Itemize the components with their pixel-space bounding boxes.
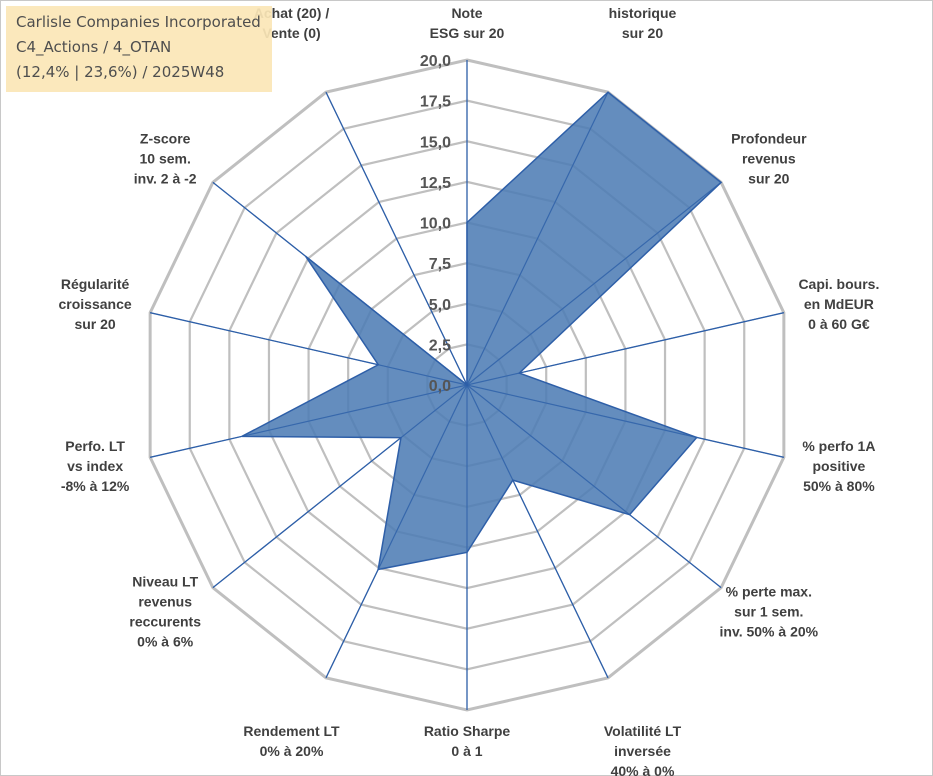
axis-spoke-overlay: [212, 384, 468, 589]
axis-label: % perte max. sur 1 sem. inv. 50% à 20%: [720, 583, 819, 639]
axis-spoke-overlay: [325, 384, 468, 679]
axis-label: Capi. bours. en MdEUR 0 à 60 G€: [798, 276, 879, 332]
axis-label: Perfo. LT vs index -8% à 12%: [61, 438, 130, 494]
tick-label: 12,5: [420, 175, 451, 192]
axis-spoke-overlay: [212, 181, 468, 386]
axis-label: Profondeurhistoriquesur 20: [605, 0, 681, 41]
axis-label: Ratio Sharpe 0 à 1: [424, 723, 511, 759]
axis-label: Note ESG sur 20: [430, 5, 505, 41]
axis-label: MomentumAchat (20) /Vente (0): [254, 0, 330, 41]
axis-spoke-overlay: [466, 384, 784, 458]
axis-label: Z-score 10 sem. inv. 2 à -2: [134, 131, 197, 187]
axis-spoke-overlay: [466, 181, 722, 386]
series-area: [150, 60, 784, 710]
axis-spoke-overlay: [466, 312, 784, 386]
company-name: Carlisle Companies Incorporated: [16, 13, 261, 31]
tick-label: 15,0: [420, 134, 451, 151]
tick-label: 17,5: [420, 94, 451, 111]
axis-spoke-overlay: [466, 91, 609, 386]
tick-label: 2,5: [429, 337, 451, 354]
axis-spoke-overlay: [466, 384, 722, 589]
tick-label: 7,5: [429, 256, 451, 273]
axis-label: % perfo 1A positive 50% à 80%: [802, 438, 875, 494]
axis-label: Niveau LT revenus reccurents 0% à 6%: [129, 573, 201, 649]
category-text: C4_Actions / 4_OTAN: [16, 38, 172, 56]
axis-spoke-overlay: [150, 312, 468, 386]
axis-label: Rendement LT 0% à 20%: [243, 723, 340, 759]
tick-label: 10,0: [420, 216, 451, 233]
axis-label: Volatilité LT inversée 40% à 0%: [604, 723, 682, 776]
series-polygon: [241, 91, 723, 571]
stats-text: (12,4% | 23,6%) / 2025W48: [16, 63, 225, 81]
axis-label: Profondeur revenus sur 20: [731, 131, 807, 187]
axis-label: Régularité croissance sur 20: [59, 276, 132, 332]
tick-label: 5,0: [429, 297, 451, 314]
tick-labels: 0,0 2,5 5,0 7,5 10,0 12,5 15,0 17,5 20,0: [420, 53, 451, 395]
axis-spoke-overlay: [150, 384, 468, 458]
info-box: Carlisle Companies Incorporated C4_Actio…: [6, 6, 272, 92]
axis-spoke-overlay: [466, 384, 609, 679]
tick-label: 20,0: [420, 53, 451, 70]
axis-spoke-overlay: [325, 91, 468, 386]
tick-label: 0,0: [429, 378, 451, 395]
